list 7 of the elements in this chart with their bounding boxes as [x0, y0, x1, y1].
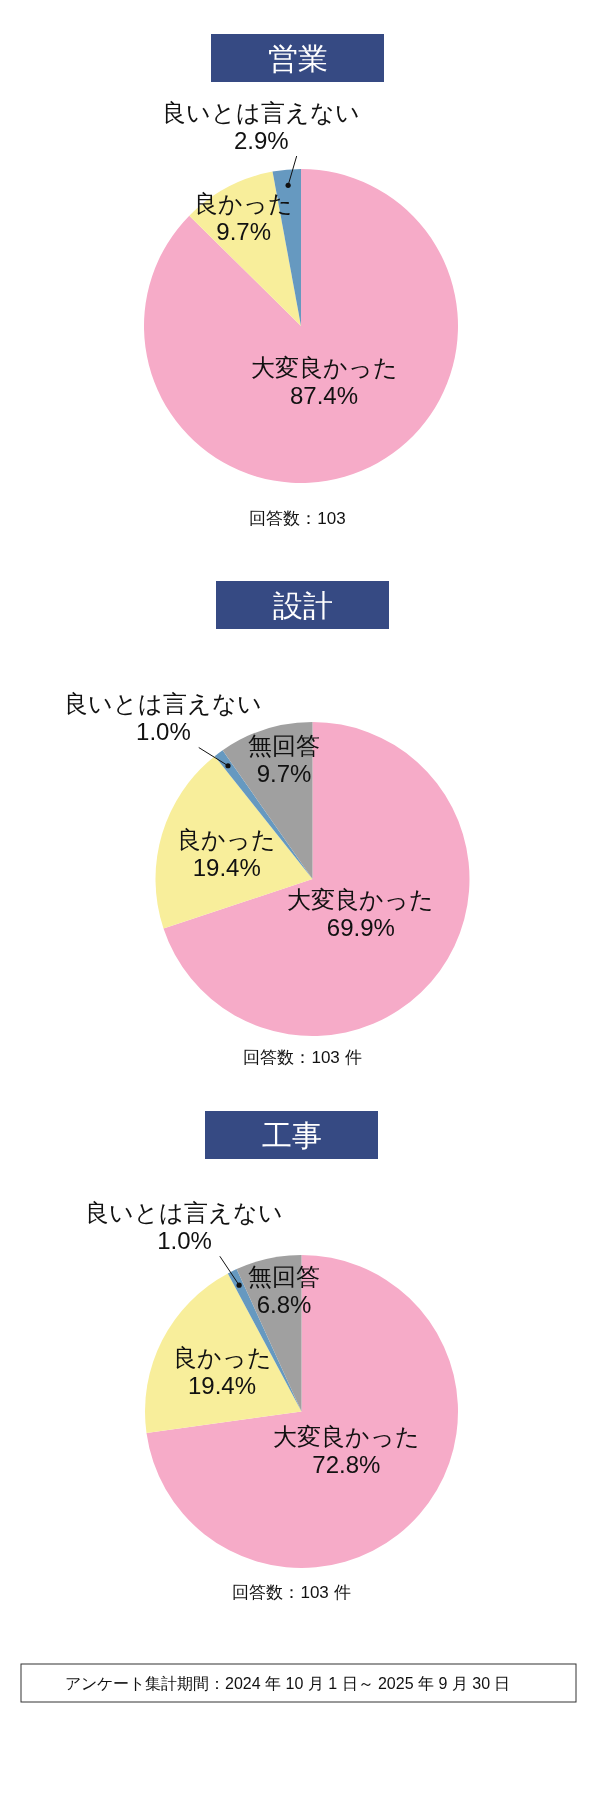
text: 回答数：103 件 — [243, 1047, 362, 1067]
chart-title: 工事 — [261, 1118, 322, 1152]
chart-title: 営業 — [267, 41, 328, 75]
text: 回答数：103 — [249, 508, 346, 528]
text: アンケート集計期間：2024 年 10 月 1 日～ 2025 年 9 月 30 日 — [65, 1674, 511, 1692]
text: 回答数：103 件 — [232, 1582, 351, 1602]
chart-title: 設計 — [272, 588, 333, 622]
